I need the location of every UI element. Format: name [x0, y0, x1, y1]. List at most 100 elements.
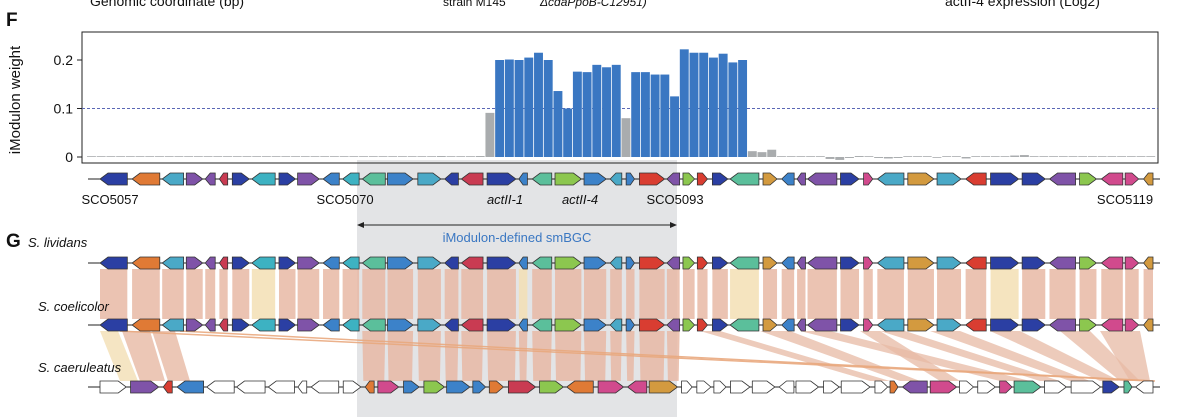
bar-nonmember	[835, 157, 844, 160]
gene-arrow	[1136, 381, 1153, 393]
gene-arrow	[1101, 257, 1123, 269]
gene-arrow	[298, 381, 307, 393]
bar-nonmember	[233, 156, 242, 157]
bar-nonmember	[466, 156, 475, 157]
synteny-ribbon	[584, 269, 606, 319]
gene-arrow	[323, 257, 339, 269]
bar-nonmember	[485, 113, 494, 157]
synteny-ribbon	[461, 331, 483, 381]
gene-arrow	[966, 319, 987, 331]
gene-arrow	[797, 173, 805, 185]
gene-arrow	[1014, 381, 1041, 393]
gene-arrow	[1080, 173, 1097, 185]
bar-member	[709, 58, 718, 157]
gene-arrow	[697, 381, 711, 393]
bar-nonmember	[1030, 156, 1039, 157]
gene-arrow	[162, 319, 183, 331]
gene-arrow	[1101, 319, 1123, 331]
gene-arrow	[1080, 319, 1097, 331]
gene-arrow	[908, 257, 934, 269]
gene-arrow	[808, 173, 837, 185]
synteny-ribbon	[532, 331, 552, 381]
bar-nonmember	[87, 156, 96, 157]
bar-nonmember	[349, 156, 358, 157]
gene-arrow	[279, 257, 296, 269]
gene-arrow	[902, 381, 927, 393]
bar-nonmember	[223, 156, 232, 157]
gene-arrow	[100, 381, 126, 393]
gene-arrow	[797, 319, 805, 331]
bar-nonmember	[981, 156, 990, 157]
bar-nonmember	[359, 156, 368, 157]
gene-arrow	[100, 319, 127, 331]
bar-nonmember	[165, 156, 174, 157]
bar-nonmember	[301, 156, 310, 157]
bar-nonmember	[952, 156, 961, 157]
synteny-ribbon	[937, 269, 961, 319]
gene-arrow	[937, 257, 961, 269]
bar-member	[515, 60, 524, 157]
synteny-ribbon	[162, 269, 183, 319]
synteny-ribbon	[966, 269, 987, 319]
gene-arrow	[1049, 173, 1075, 185]
y-axis-label: iModulon weight	[7, 45, 24, 154]
gene-arrow	[237, 381, 266, 393]
gene-arrow	[1049, 257, 1075, 269]
bar-member	[651, 75, 660, 157]
gene-arrow	[1000, 381, 1012, 393]
synteny-ribbon	[667, 269, 680, 319]
bar-nonmember	[767, 150, 776, 157]
bar-nonmember	[456, 156, 465, 157]
gene-arrow	[763, 257, 777, 269]
bar-nonmember	[106, 156, 115, 157]
gene-arrow	[875, 381, 888, 393]
gene-arrow	[763, 173, 777, 185]
synteny-ribbon	[388, 331, 414, 381]
synteny-ribbon	[639, 269, 664, 319]
bar-nonmember	[417, 156, 426, 157]
bar-nonmember	[1001, 156, 1010, 157]
bar-member	[699, 53, 708, 157]
bar-nonmember	[174, 156, 183, 157]
bar-nonmember	[242, 156, 251, 157]
gene-arrow	[841, 381, 870, 393]
bar-nonmember	[1078, 156, 1087, 157]
synteny-ribbon	[763, 269, 777, 319]
bar-nonmember	[758, 152, 767, 157]
synteny-ribbon	[697, 269, 707, 319]
gene-arrow	[1080, 257, 1097, 269]
gene-arrow	[219, 257, 227, 269]
bar-member	[719, 54, 728, 157]
synteny-ribbon	[841, 269, 859, 319]
gene-arrow	[207, 381, 235, 393]
bar-nonmember	[408, 156, 417, 157]
synteny-ribbon	[186, 269, 202, 319]
synteny-ribbon	[626, 269, 634, 319]
gene-arrow	[186, 319, 202, 331]
y-tick-label: 0	[65, 149, 73, 165]
gene-arrow	[252, 173, 275, 185]
bar-nonmember	[272, 156, 281, 157]
bar-nonmember	[855, 156, 864, 157]
bar-nonmember	[427, 156, 436, 157]
gene-arrow	[730, 173, 759, 185]
bar-nonmember	[97, 156, 106, 157]
bar-nonmember	[622, 118, 631, 157]
gene-arrow	[991, 257, 1019, 269]
bar-nonmember	[1059, 156, 1068, 157]
gene-arrow	[1125, 173, 1139, 185]
synteny-ribbon	[782, 269, 794, 319]
bar-nonmember	[379, 156, 388, 157]
bar-nonmember	[291, 156, 300, 157]
gene-arrow	[966, 257, 987, 269]
bar-member	[544, 60, 553, 157]
gene-arrow	[1022, 319, 1045, 331]
gene-arrow	[808, 319, 837, 331]
synteny-ribbon	[1125, 269, 1139, 319]
gene-arrow	[1125, 257, 1139, 269]
gene-arrow	[132, 257, 160, 269]
bar-member	[505, 60, 514, 157]
bar-member	[583, 72, 592, 157]
gene-arrow	[1124, 381, 1132, 393]
